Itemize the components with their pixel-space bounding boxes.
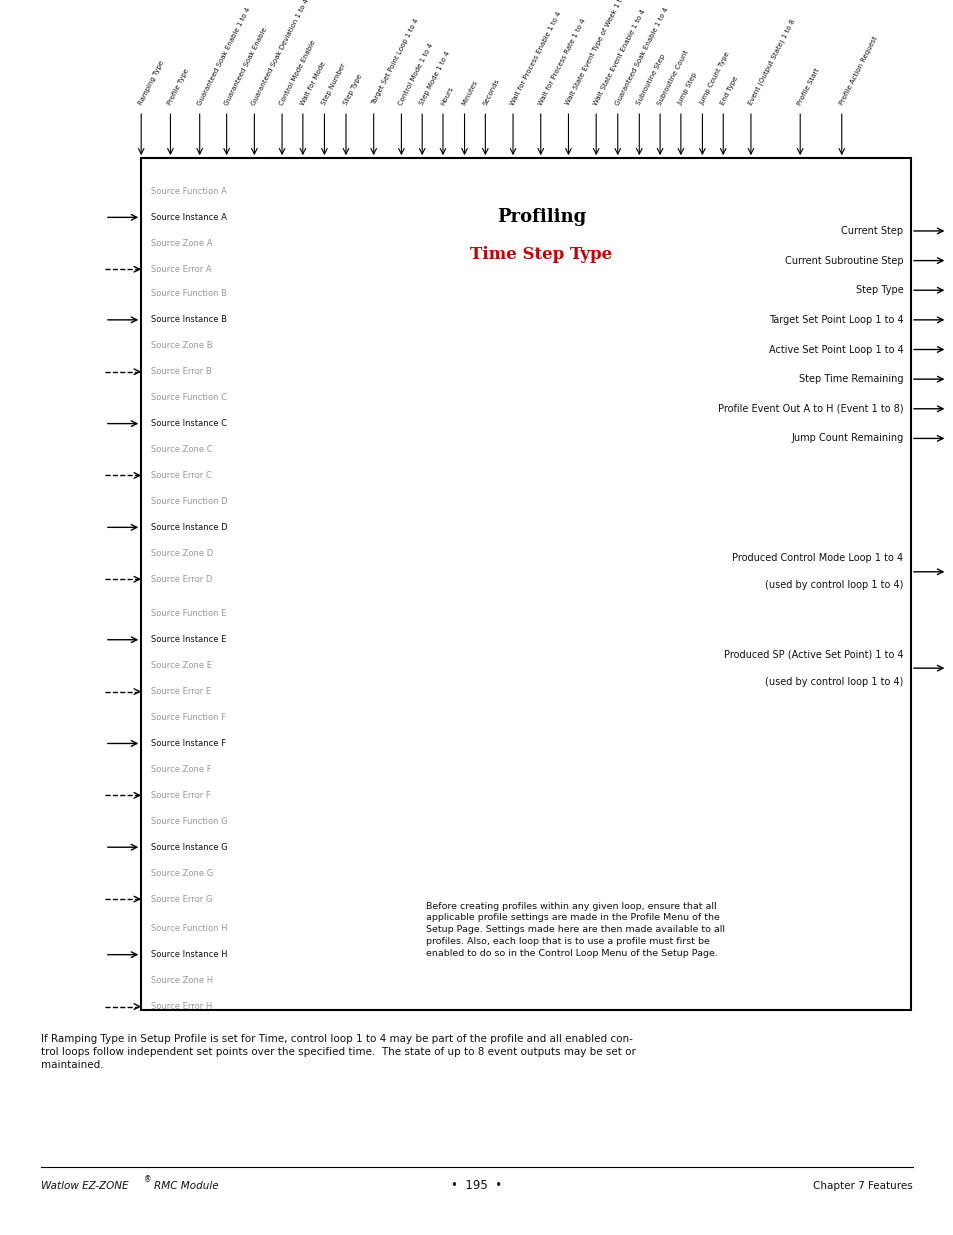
Text: Source Instance E: Source Instance E — [151, 635, 226, 645]
Text: Guaranteed Soak Enable 1 to 4: Guaranteed Soak Enable 1 to 4 — [196, 6, 251, 106]
Text: (used by control loop 1 to 4): (used by control loop 1 to 4) — [764, 677, 902, 687]
Text: Source Instance D: Source Instance D — [151, 522, 227, 532]
Text: Target Set Point Loop 1 to 4: Target Set Point Loop 1 to 4 — [768, 315, 902, 325]
Text: Time Step Type: Time Step Type — [470, 246, 612, 263]
Text: Source Error C: Source Error C — [151, 471, 212, 480]
Text: Step Type: Step Type — [342, 73, 363, 106]
Text: Source Zone A: Source Zone A — [151, 238, 212, 248]
Text: Source Instance F: Source Instance F — [151, 739, 226, 748]
Text: Event (Output State) 1 to 8: Event (Output State) 1 to 8 — [746, 19, 796, 106]
Text: Source Function G: Source Function G — [151, 816, 227, 826]
Text: Active Set Point Loop 1 to 4: Active Set Point Loop 1 to 4 — [768, 345, 902, 354]
Text: Wait for Mode: Wait for Mode — [299, 61, 326, 106]
Text: Jump Step: Jump Step — [677, 72, 699, 106]
Text: Source Zone D: Source Zone D — [151, 548, 213, 558]
Text: Profile Event Out A to H (Event 1 to 8): Profile Event Out A to H (Event 1 to 8) — [717, 404, 902, 414]
Text: Source Instance H: Source Instance H — [151, 950, 227, 960]
Text: (used by control loop 1 to 4): (used by control loop 1 to 4) — [764, 580, 902, 590]
Text: Source Zone G: Source Zone G — [151, 868, 213, 878]
Text: End Type: End Type — [719, 75, 739, 106]
Text: Jump Count Remaining: Jump Count Remaining — [790, 433, 902, 443]
Text: Source Instance G: Source Instance G — [151, 842, 227, 852]
Text: Control Mode Enable: Control Mode Enable — [278, 40, 316, 106]
Text: Source Function H: Source Function H — [151, 924, 227, 934]
Text: Guaranteed Soak Deviation 1 to 4: Guaranteed Soak Deviation 1 to 4 — [251, 0, 310, 106]
Text: Step Number: Step Number — [320, 63, 347, 106]
Text: Source Error B: Source Error B — [151, 367, 212, 377]
Text: Source Function C: Source Function C — [151, 393, 227, 403]
Text: Produced SP (Active Set Point) 1 to 4: Produced SP (Active Set Point) 1 to 4 — [723, 650, 902, 659]
Text: Source Zone C: Source Zone C — [151, 445, 213, 454]
Text: Source Error E: Source Error E — [151, 687, 211, 697]
Text: Source Error G: Source Error G — [151, 894, 212, 904]
Text: Current Step: Current Step — [841, 226, 902, 236]
Text: ®: ® — [144, 1174, 152, 1184]
Text: Source Zone B: Source Zone B — [151, 341, 213, 351]
Text: Subroutine Count: Subroutine Count — [656, 49, 689, 106]
Text: Before creating profiles within any given loop, ensure that all
applicable profi: Before creating profiles within any give… — [426, 902, 724, 958]
Text: Produced Control Mode Loop 1 to 4: Produced Control Mode Loop 1 to 4 — [732, 553, 902, 563]
Text: Source Function D: Source Function D — [151, 496, 227, 506]
Text: Source Error H: Source Error H — [151, 1002, 212, 1011]
Text: Jump Count Type: Jump Count Type — [699, 51, 730, 106]
Text: Guaranteed Soak Enable: Guaranteed Soak Enable — [223, 26, 268, 106]
Text: Source Function F: Source Function F — [151, 713, 226, 722]
Text: Current Subroutine Step: Current Subroutine Step — [784, 256, 902, 266]
Text: Source Error A: Source Error A — [151, 264, 212, 274]
Text: Wait for Process Rate 1 to 4: Wait for Process Rate 1 to 4 — [537, 17, 586, 106]
Text: Source Function A: Source Function A — [151, 186, 227, 196]
Text: Minutes: Minutes — [460, 79, 478, 106]
Text: Wait State Event Enable 1 to 4: Wait State Event Enable 1 to 4 — [592, 9, 646, 106]
Text: Source Zone E: Source Zone E — [151, 661, 212, 671]
Bar — [141, 158, 910, 1010]
Text: Profile Type: Profile Type — [167, 68, 191, 106]
Text: Subroutine Step: Subroutine Step — [636, 53, 666, 106]
Text: Wait State Event Type of Week 1 to 4: Wait State Event Type of Week 1 to 4 — [564, 0, 628, 106]
Text: •  195  •: • 195 • — [451, 1179, 502, 1192]
Text: Source Instance A: Source Instance A — [151, 212, 227, 222]
Text: Chapter 7 Features: Chapter 7 Features — [812, 1181, 912, 1191]
Text: Guaranteed Soak Enable 1 to 4: Guaranteed Soak Enable 1 to 4 — [614, 6, 669, 106]
Text: Target Set Point Loop 1 to 4: Target Set Point Loop 1 to 4 — [370, 17, 419, 106]
Text: Seconds: Seconds — [481, 78, 500, 106]
Text: Control Mode 1 to 4: Control Mode 1 to 4 — [397, 42, 435, 106]
Text: Source Zone F: Source Zone F — [151, 764, 212, 774]
Text: Step Mode 1 to 4: Step Mode 1 to 4 — [418, 51, 451, 106]
Text: Step Time Remaining: Step Time Remaining — [798, 374, 902, 384]
Text: Source Zone H: Source Zone H — [151, 976, 213, 986]
Text: Step Type: Step Type — [855, 285, 902, 295]
Text: Profile Start: Profile Start — [796, 67, 820, 106]
Text: Source Error D: Source Error D — [151, 574, 212, 584]
Text: Profiling: Profiling — [497, 209, 585, 226]
Text: Watlow EZ-ZONE: Watlow EZ-ZONE — [41, 1181, 129, 1191]
Text: RMC Module: RMC Module — [153, 1181, 218, 1191]
Text: Ramping Type: Ramping Type — [137, 59, 165, 106]
Text: Wait for Process Enable 1 to 4: Wait for Process Enable 1 to 4 — [509, 10, 562, 106]
Text: Source Instance C: Source Instance C — [151, 419, 227, 429]
Text: Source Function B: Source Function B — [151, 289, 227, 299]
Text: Source Instance B: Source Instance B — [151, 315, 227, 325]
Text: Source Error F: Source Error F — [151, 790, 211, 800]
Text: Hours: Hours — [439, 85, 454, 106]
Text: Source Function E: Source Function E — [151, 609, 226, 619]
Text: If Ramping Type in Setup Profile is set for Time, control loop 1 to 4 may be par: If Ramping Type in Setup Profile is set … — [41, 1034, 636, 1070]
Text: Profile Action Request: Profile Action Request — [838, 36, 878, 106]
